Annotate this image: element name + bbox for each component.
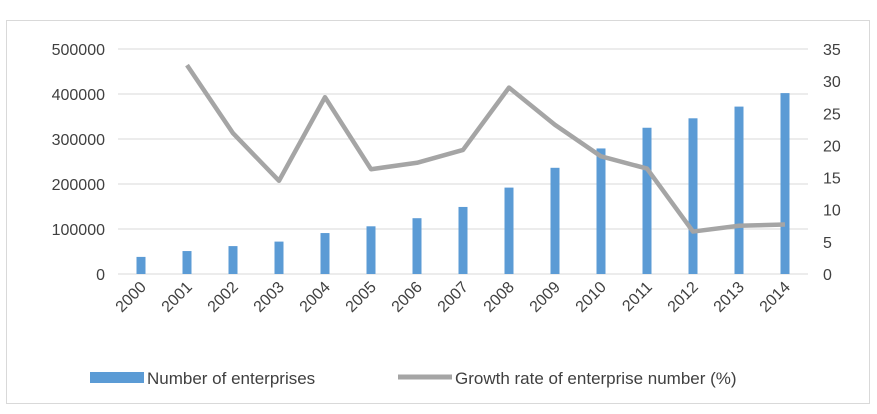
left-tick-label: 300000 bbox=[52, 132, 105, 149]
left-tick-label: 0 bbox=[96, 267, 105, 284]
left-tick-label: 400000 bbox=[52, 87, 105, 104]
line-series bbox=[185, 63, 786, 234]
chart-svg: 0 100000 200000 300000 400000 500000 0 5 10 15 20… bbox=[52, 42, 841, 388]
right-tick-label: 25 bbox=[823, 106, 841, 123]
right-tick-label: 15 bbox=[823, 171, 841, 188]
bar bbox=[734, 106, 744, 274]
legend-label-line: Growth rate of enterprise number (%) bbox=[455, 369, 737, 388]
x-axis: 2000 2001 2002 2003 2004 2005 2006 2007 2008 2009… bbox=[113, 279, 794, 316]
bar bbox=[182, 251, 192, 274]
bar bbox=[642, 127, 652, 274]
left-tick-label: 200000 bbox=[52, 177, 105, 194]
x-tick-label: 2008 bbox=[481, 279, 518, 316]
right-tick-label: 10 bbox=[823, 203, 841, 220]
right-tick-label: 5 bbox=[823, 235, 832, 252]
x-tick-label: 2007 bbox=[435, 279, 472, 316]
x-tick-label: 2014 bbox=[757, 279, 794, 316]
x-tick-label: 2003 bbox=[251, 279, 288, 316]
x-tick-label: 2000 bbox=[113, 279, 150, 316]
chart-frame: 0 100000 200000 300000 400000 500000 0 5 10 15 20… bbox=[6, 20, 870, 404]
x-tick-label: 2004 bbox=[297, 279, 334, 316]
bar bbox=[780, 93, 790, 274]
left-tick-label: 500000 bbox=[52, 42, 105, 59]
right-tick-label: 20 bbox=[823, 138, 841, 155]
bar bbox=[596, 148, 606, 274]
left-axis: 0 100000 200000 300000 400000 500000 bbox=[52, 42, 105, 284]
bar-series bbox=[136, 93, 790, 274]
right-axis: 0 5 10 15 20 25 30 35 bbox=[823, 42, 841, 284]
x-tick-label: 2002 bbox=[205, 279, 242, 316]
bar bbox=[274, 241, 284, 274]
x-tick-label: 2006 bbox=[389, 279, 426, 316]
bar bbox=[458, 206, 468, 274]
bar bbox=[366, 226, 376, 274]
bar bbox=[320, 233, 330, 274]
right-tick-label: 30 bbox=[823, 74, 841, 91]
bar bbox=[228, 246, 238, 274]
right-tick-label: 35 bbox=[823, 42, 841, 59]
legend-swatch-bars bbox=[90, 372, 144, 383]
bar bbox=[550, 167, 560, 274]
bar bbox=[688, 118, 698, 274]
x-tick-label: 2012 bbox=[665, 279, 702, 316]
x-tick-label: 2001 bbox=[159, 279, 196, 316]
bar bbox=[412, 218, 422, 274]
legend: Number of enterprises Growth rate of ent… bbox=[90, 369, 737, 388]
x-tick-label: 2010 bbox=[573, 279, 610, 316]
left-tick-label: 100000 bbox=[52, 222, 105, 239]
bar bbox=[504, 187, 514, 274]
bar bbox=[136, 256, 146, 274]
legend-label-bars: Number of enterprises bbox=[147, 369, 315, 388]
right-tick-label: 0 bbox=[823, 267, 832, 284]
growth-rate-line bbox=[185, 63, 786, 234]
x-tick-label: 2013 bbox=[711, 279, 748, 316]
x-tick-label: 2005 bbox=[343, 279, 380, 316]
x-tick-label: 2009 bbox=[527, 279, 564, 316]
x-tick-label: 2011 bbox=[619, 279, 655, 315]
